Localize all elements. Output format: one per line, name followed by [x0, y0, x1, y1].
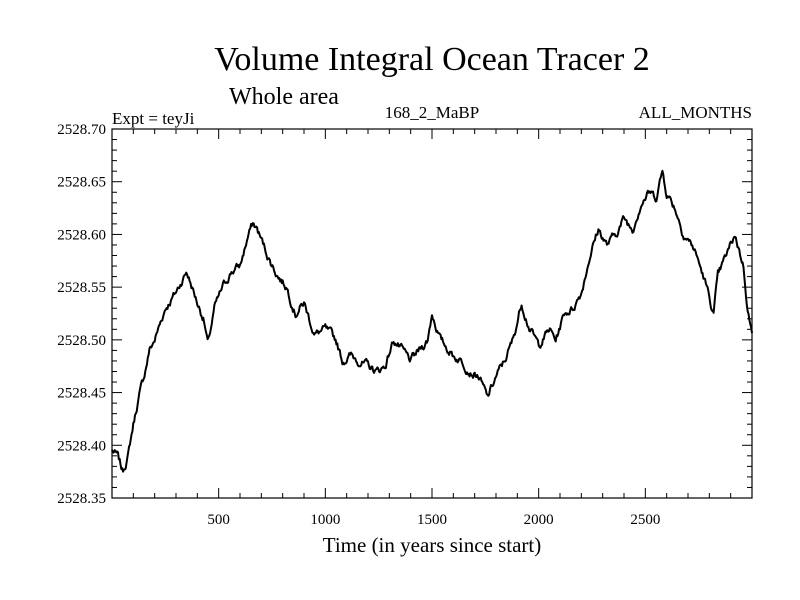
plot-frame — [111, 128, 753, 499]
y-tick-label: 2528.65 — [57, 175, 106, 191]
x-axis: 500 1000 1500 2000 2500 — [132, 129, 732, 528]
chart-subtitle: Whole area — [229, 84, 339, 110]
x-tick-label: 1500 — [417, 512, 447, 528]
period-label: ALL_MONTHS — [639, 103, 752, 122]
y-axis: 2528.35 2528.40 2528.45 2528.50 2528.55 2528.… — [57, 122, 752, 507]
x-tick-label: 2500 — [630, 512, 660, 528]
x-tick-label: 2000 — [524, 512, 554, 528]
series-line — [111, 169, 753, 473]
run-label: 168_2_MaBP — [385, 103, 479, 122]
y-tick-label: 2528.35 — [57, 491, 106, 507]
x-tick-label: 1000 — [310, 512, 340, 528]
y-tick-label: 2528.40 — [57, 438, 106, 454]
x-tick-label: 500 — [207, 512, 230, 528]
y-tick-label: 2528.55 — [57, 280, 106, 296]
x-axis-label: Time (in years since start) — [323, 533, 542, 557]
y-tick-label: 2528.45 — [57, 386, 106, 402]
chart-title: Volume Integral Ocean Tracer 2 — [214, 41, 650, 78]
y-tick-label: 2528.50 — [57, 333, 106, 349]
expt-label: Expt = teyJi — [112, 109, 195, 128]
y-tick-label: 2528.60 — [57, 227, 106, 243]
y-tick-label: 2528.70 — [57, 122, 106, 138]
